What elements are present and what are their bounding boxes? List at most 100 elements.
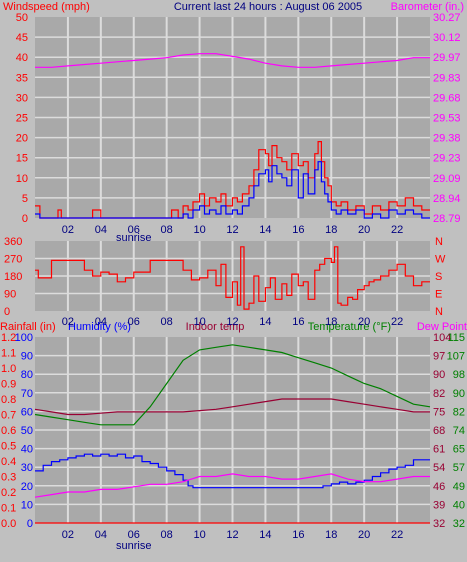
humidity-tick-label: 10 [21, 499, 33, 511]
sunrise-label: sunrise [116, 540, 151, 552]
windspeed-tick-label: 35 [16, 72, 28, 84]
humidity-tick-label: 20 [21, 481, 33, 493]
direction-degree-tick-label: 180 [4, 271, 22, 283]
rainfall-axis-label: Rainfall (in) [0, 321, 56, 333]
humidity-tick-label: 0 [27, 518, 33, 530]
x-tick-label: 06 [128, 529, 140, 541]
direction-compass-tick-label: N [435, 236, 443, 248]
direction-degree-tick-label: 0 [4, 306, 10, 318]
x-tick-label: 16 [292, 529, 304, 541]
rainfall-tick-label: 0.7 [1, 410, 16, 422]
indoor-temp-tick-label: 82 [453, 406, 465, 418]
x-tick-label: 12 [226, 529, 238, 541]
x-tick-label: 08 [161, 529, 173, 541]
rainfall-tick-label: 0.0 [1, 518, 16, 530]
barometer-tick-label: 29.83 [433, 72, 461, 84]
x-tick-label: 10 [193, 316, 205, 328]
humidity-tick-label: 30 [21, 462, 33, 474]
windspeed-tick-label: 10 [16, 173, 28, 185]
humidity-tick-label: 70 [21, 388, 33, 400]
humidity-tick-label: 80 [21, 369, 33, 381]
indoor-temp-label: Indoor temp [186, 321, 245, 333]
indoor-temp-tick-label: 57 [453, 462, 465, 474]
rainfall-tick-label: 0.9 [1, 379, 16, 391]
x-tick-label: 04 [95, 529, 107, 541]
x-tick-label: 10 [193, 529, 205, 541]
x-tick-label: 12 [226, 316, 238, 328]
indoor-temp-tick-label: 65 [453, 444, 465, 456]
x-tick-label: 08 [161, 316, 173, 328]
x-tick-label: 20 [358, 529, 370, 541]
humidity-axis-label: Humidity (%) [68, 321, 131, 333]
direction-degree-tick-label: 90 [4, 289, 16, 301]
x-tick-label: 02 [62, 316, 74, 328]
humidity-tick-label: 50 [21, 425, 33, 437]
x-tick-label: 20 [358, 224, 370, 236]
temperature-tick-label: 54 [433, 462, 445, 474]
rainfall-tick-label: 0.1 [1, 503, 16, 515]
direction-compass-tick-label: E [435, 289, 442, 301]
humidity-tick-label: 90 [21, 351, 33, 363]
x-tick-label: 18 [325, 529, 337, 541]
windspeed-tick-label: 20 [16, 133, 28, 145]
barometer-axis-label: Barometer (in.) [391, 1, 464, 13]
temperature-tick-label: 68 [433, 425, 445, 437]
indoor-temp-tick-label: 49 [453, 481, 465, 493]
x-tick-label: 12 [226, 224, 238, 236]
barometer-tick-label: 30.12 [433, 32, 461, 44]
direction-degree-tick-label: 270 [4, 254, 22, 266]
chart-title: Current last 24 hours : August 06 2005 [174, 1, 362, 13]
x-tick-label: 16 [292, 316, 304, 328]
barometer-tick-label: 29.68 [433, 92, 461, 104]
direction-compass-tick-label: S [435, 271, 442, 283]
humidity-tick-label: 100 [15, 332, 33, 344]
temperature-tick-label: 75 [433, 406, 445, 418]
temperature-tick-label: 46 [433, 481, 445, 493]
x-tick-label: 10 [193, 224, 205, 236]
windspeed-tick-label: 0 [22, 213, 28, 225]
barometer-tick-label: 30.27 [433, 12, 461, 24]
x-tick-label: 22 [391, 316, 403, 328]
indoor-temp-tick-label: 115 [447, 332, 465, 344]
indoor-temp-tick-label: 74 [453, 425, 465, 437]
temperature-tick-label: 39 [433, 499, 445, 511]
temperature-tick-label: 90 [433, 369, 445, 381]
x-tick-label: 14 [259, 529, 271, 541]
temperature-axis-label: Temperature (°F) [308, 321, 391, 333]
rainfall-tick-label: 1.2 [1, 332, 16, 344]
barometer-tick-label: 29.38 [433, 133, 461, 145]
barometer-tick-label: 29.53 [433, 113, 461, 125]
x-tick-label: 08 [161, 224, 173, 236]
windspeed-tick-label: 50 [16, 12, 28, 24]
rainfall-tick-label: 0.8 [1, 394, 16, 406]
x-tick-label: 04 [95, 316, 107, 328]
windspeed-axis-label: Windspeed (mph) [3, 1, 90, 13]
rainfall-tick-label: 1.1 [1, 348, 16, 360]
indoor-temp-tick-label: 107 [447, 351, 465, 363]
direction-degree-tick-label: 360 [4, 236, 22, 248]
rainfall-tick-label: 0.4 [1, 456, 16, 468]
x-tick-label: 02 [62, 224, 74, 236]
temperature-tick-label: 97 [433, 351, 445, 363]
direction-compass-tick-label: N [435, 306, 443, 318]
indoor-temp-series-line [34, 398, 430, 416]
barometer-tick-label: 29.23 [433, 153, 461, 165]
wind-direction-series-line [35, 246, 430, 310]
x-tick-label: 18 [325, 224, 337, 236]
rainfall-tick-label: 1.0 [1, 363, 16, 375]
humidity-tick-label: 60 [21, 406, 33, 418]
temperature-tick-label: 104 [433, 332, 451, 344]
x-tick-label: 20 [358, 316, 370, 328]
windspeed-tick-label: 15 [16, 153, 28, 165]
rainfall-tick-label: 0.5 [1, 441, 16, 453]
sunrise-label: sunrise [116, 232, 151, 244]
x-tick-label: 22 [391, 224, 403, 236]
humidity-tick-label: 40 [21, 444, 33, 456]
rainfall-tick-label: 0.6 [1, 425, 16, 437]
temperature-tick-label: 82 [433, 388, 445, 400]
x-tick-label: 06 [128, 224, 140, 236]
windspeed-avg-series-line [35, 161, 430, 219]
x-tick-label: 04 [95, 224, 107, 236]
windspeed-tick-label: 40 [16, 52, 28, 64]
x-tick-label: 06 [128, 316, 140, 328]
